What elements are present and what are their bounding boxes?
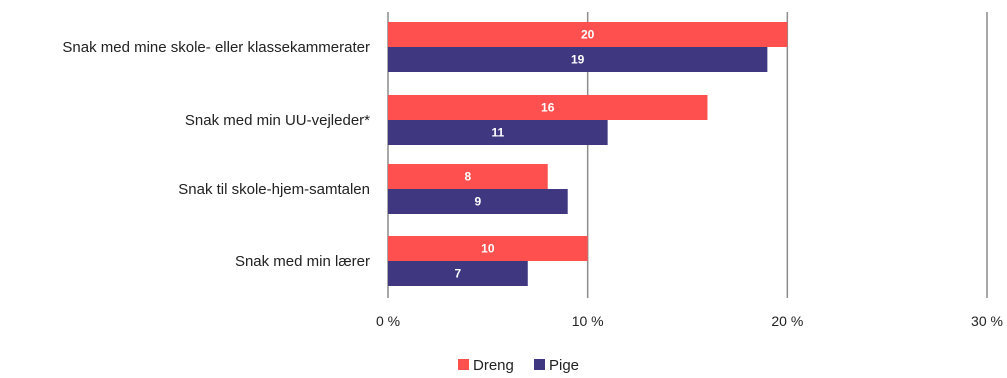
legend-item-dreng: Dreng — [458, 357, 514, 374]
category-label: Snak med mine skole- eller klassekammera… — [62, 39, 370, 56]
data-label: 8 — [465, 170, 472, 184]
x-tick-label: 30 % — [971, 313, 1003, 329]
bar-dreng — [388, 236, 588, 261]
legend-swatch — [458, 359, 469, 370]
bar-dreng — [388, 164, 548, 189]
data-labels: 20 19 16 11 89 10 7 — [455, 28, 595, 281]
data-label: 7 — [455, 267, 462, 281]
data-label: 16 — [541, 101, 555, 115]
bar-pige — [388, 47, 768, 72]
bar-dreng — [388, 95, 708, 120]
x-tick-labels: 0 % 10 % 20 % 30 % — [376, 313, 1003, 329]
data-label: 11 — [491, 126, 504, 140]
legend-item-pige: Pige — [534, 357, 579, 374]
x-tick-label: 0 % — [376, 313, 400, 329]
bar-pige — [388, 189, 568, 214]
data-label: 9 — [475, 195, 482, 209]
data-label: 10 — [481, 242, 495, 256]
legend: Dreng Pige — [458, 357, 579, 374]
category-label: Snak med min UU-vejleder* — [185, 112, 370, 129]
bar-pige — [388, 261, 528, 286]
bars — [388, 22, 788, 286]
category-label: Snak til skole-hjem-samtalen — [178, 181, 370, 198]
bar-pige — [388, 120, 608, 145]
x-tick-label: 10 % — [572, 313, 604, 329]
data-label: 19 — [571, 53, 585, 67]
legend-swatch — [534, 359, 545, 370]
legend-label: Dreng — [473, 357, 514, 374]
category-labels: Snak med mine skole- eller klassekammera… — [62, 39, 370, 270]
legend-label: Pige — [549, 357, 579, 374]
category-label: Snak med min lærer — [235, 253, 370, 270]
bar-dreng — [388, 22, 788, 47]
data-label: 20 — [581, 28, 595, 42]
x-tick-label: 20 % — [771, 313, 803, 329]
